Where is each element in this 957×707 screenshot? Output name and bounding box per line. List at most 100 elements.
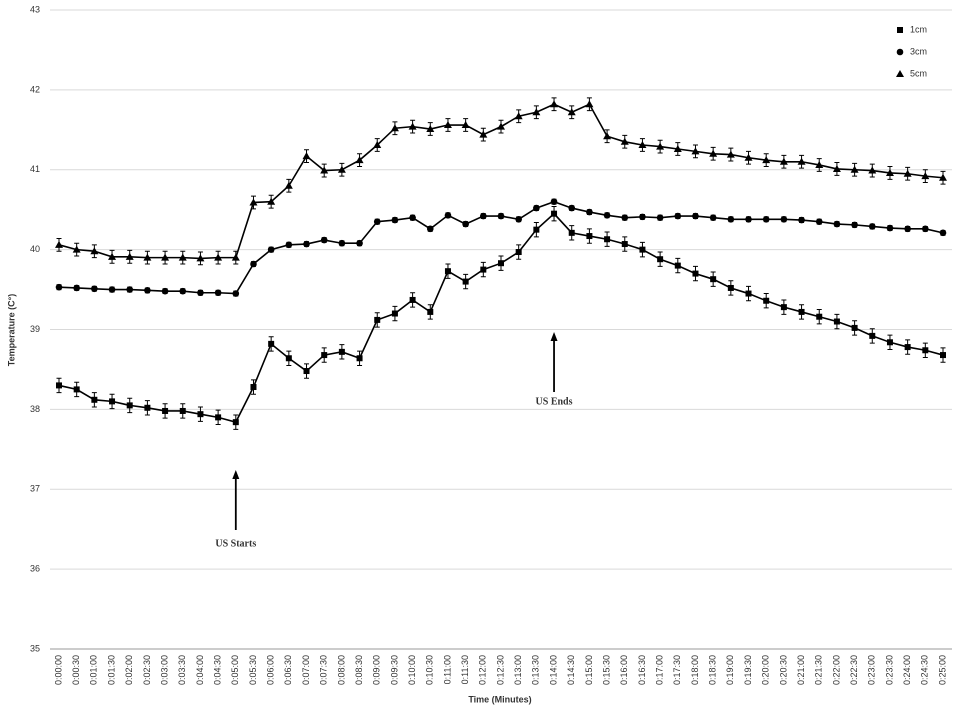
x-tick-label: 0:18:00 [690,655,700,685]
data-point [426,125,435,133]
data-point [409,214,416,221]
data-point [851,221,858,229]
x-tick-label: 0:17:00 [654,655,664,685]
x-tick-label: 0:11:30 [460,655,470,684]
x-tick-label: 0:18:30 [708,655,718,685]
data-point [921,172,930,180]
data-point [391,216,399,224]
y-tick-label: 39 [30,324,40,334]
data-point [515,215,522,223]
data-point [762,215,770,223]
data-point [462,220,469,228]
series: 3cm [55,46,947,297]
annotation-text: US Ends [536,396,573,407]
data-point [390,124,399,132]
data-point [302,152,311,160]
y-axis-label: Temperature (C°) [6,294,16,366]
data-point [250,260,257,268]
data-point [303,240,310,248]
data-point [886,224,894,232]
data-point [832,164,841,172]
data-point [674,212,682,220]
data-point [338,239,346,247]
data-point [197,411,204,418]
data-point [479,130,488,138]
data-point [497,212,505,220]
x-tick-label: 0:04:00 [195,655,205,685]
data-point [409,296,416,303]
data-point [267,246,275,253]
data-point [727,284,734,291]
x-tick-label: 0:07:00 [301,655,311,685]
x-tick-label: 0:21:00 [796,655,806,685]
data-point [621,241,628,248]
data-point [692,212,699,220]
data-point [762,156,771,164]
data-point [231,253,240,261]
data-point [745,215,752,223]
data-point [72,245,81,253]
data-point [744,153,753,161]
data-point [144,287,151,294]
data-point [710,276,717,283]
x-tick-label: 0:16:30 [637,655,647,685]
data-point [745,290,752,297]
x-tick-label: 0:14:30 [566,655,576,685]
x-tick-label: 0:10:30 [425,655,435,685]
data-point [603,132,612,140]
data-point [568,204,576,212]
x-tick-label: 0:05:30 [248,655,258,685]
data-point [55,240,63,248]
data-point [320,236,328,244]
data-point [443,121,452,129]
data-point [196,254,205,262]
x-tick-label: 0:13:00 [513,655,523,685]
data-point [763,297,770,304]
y-tick-label: 42 [30,84,40,94]
data-point [355,156,364,164]
x-tick-label: 0:23:30 [884,655,894,685]
data-point [603,211,611,219]
annotation-arrowhead [550,332,558,341]
data-point [285,241,293,249]
data-point [73,284,80,292]
data-point [56,382,62,389]
data-point [514,112,523,120]
data-point [550,198,558,205]
data-point [179,407,186,414]
data-point [232,419,239,426]
data-point [214,253,223,261]
data-point [480,212,487,220]
x-tick-label: 0:01:30 [106,655,116,685]
x-tick-label: 0:04:30 [212,655,222,685]
data-point [109,398,116,405]
data-point [108,252,117,260]
data-point [91,396,98,403]
data-point [620,137,629,145]
data-point [621,214,629,221]
data-point [922,347,929,354]
x-tick-label: 0:25:00 [937,655,947,685]
data-point [851,324,858,331]
annotation-arrowhead [232,470,240,479]
data-point [144,404,151,411]
data-point [178,253,187,261]
x-tick-label: 0:21:30 [814,655,824,685]
x-tick-label: 0:19:30 [743,655,753,685]
x-axis-label: Time (Minutes) [468,694,531,704]
data-point [727,215,735,223]
data-point [656,214,664,221]
data-point [73,386,80,393]
data-point [126,286,134,293]
series-line [58,212,944,424]
data-point [886,339,893,346]
data-point [868,223,876,230]
x-tick-label: 0:15:30 [601,655,611,685]
y-tick-label: 38 [30,404,40,414]
data-point [815,160,824,168]
x-tick-label: 0:06:00 [266,655,276,685]
data-point [338,348,345,355]
data-point [498,260,504,267]
x-tick-label: 0:08:30 [354,655,364,685]
